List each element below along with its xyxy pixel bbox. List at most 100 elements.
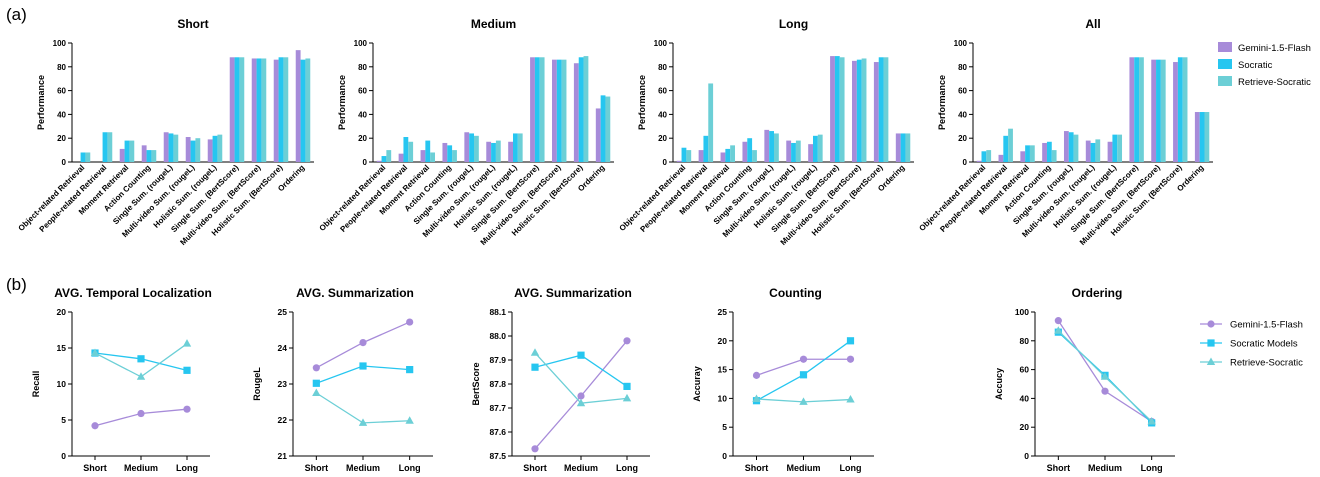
bar — [217, 134, 223, 162]
point-marker — [359, 339, 367, 347]
bar — [398, 153, 404, 162]
point-marker — [846, 395, 855, 403]
y-tick-label: 5 — [722, 422, 727, 432]
bar — [408, 141, 414, 162]
chart-title: Long — [779, 17, 808, 31]
legend-entry: Retrieve-Socratic — [1238, 77, 1311, 88]
point-marker — [405, 416, 414, 424]
bar — [386, 150, 392, 162]
bar — [573, 63, 579, 163]
bar — [491, 142, 496, 162]
x-tick-label: Short — [305, 463, 329, 473]
y-tick-label: 40 — [1020, 393, 1030, 403]
bar — [1156, 59, 1161, 162]
legend-entry: Gemini-1.5-Flash — [1230, 320, 1303, 331]
y-tick-label: 0 — [363, 158, 368, 167]
y-tick-label: 40 — [358, 110, 367, 119]
point-marker — [531, 445, 539, 453]
bar — [430, 152, 436, 162]
bar — [403, 137, 409, 162]
y-tick-label: 22 — [278, 415, 288, 425]
y-tick-label: 0 — [663, 158, 668, 167]
bar — [1025, 145, 1030, 162]
legend-swatch — [1218, 42, 1232, 52]
point-marker — [577, 351, 585, 359]
bar — [539, 57, 545, 162]
bar — [708, 83, 714, 162]
y-tick-label: 60 — [358, 87, 367, 96]
bar — [595, 108, 601, 162]
bar — [830, 56, 835, 163]
bar — [474, 135, 479, 162]
y-tick-label: 80 — [958, 63, 967, 72]
bar — [212, 135, 218, 162]
point-marker — [1207, 339, 1215, 347]
bar — [1173, 62, 1178, 162]
y-tick-label: 87.8 — [489, 379, 506, 389]
point-marker — [1207, 320, 1215, 328]
point-marker — [183, 405, 191, 413]
bar — [1117, 134, 1123, 162]
bar — [508, 141, 513, 162]
bar — [681, 147, 687, 162]
point-marker — [359, 362, 367, 370]
legend-entry: Socratic Models — [1230, 339, 1298, 350]
point-marker — [846, 337, 855, 345]
y-axis-label: Accucy — [994, 368, 1004, 400]
bar — [1020, 151, 1026, 162]
bar — [1046, 141, 1052, 162]
bar — [1051, 150, 1057, 162]
bar — [1199, 112, 1205, 162]
point-marker — [90, 348, 100, 357]
bar — [698, 150, 704, 162]
point-marker — [137, 355, 145, 363]
bar — [425, 140, 431, 162]
bar — [273, 59, 279, 162]
bar — [883, 57, 889, 162]
chart-title: Medium — [471, 17, 516, 31]
point-marker — [623, 337, 631, 345]
bar — [119, 148, 125, 162]
y-tick-label: 87.5 — [489, 451, 506, 461]
bar — [464, 132, 470, 162]
bar — [1151, 59, 1157, 162]
y-axis-label: Performance — [337, 75, 347, 130]
bar — [124, 140, 130, 162]
point-marker — [91, 422, 99, 430]
y-tick-label: 100 — [354, 39, 368, 48]
bar — [856, 59, 862, 162]
bar — [583, 56, 589, 163]
bar-chart-medium: MediumPerformance020406080100Object-rela… — [317, 17, 614, 247]
bar — [878, 57, 884, 162]
bar — [812, 135, 818, 162]
bar — [1139, 57, 1144, 162]
bar — [80, 152, 86, 162]
bar — [786, 140, 792, 162]
bar — [808, 144, 813, 162]
bar — [764, 129, 770, 162]
point-marker — [358, 418, 368, 426]
y-tick-label: 60 — [57, 87, 66, 96]
point-marker — [799, 371, 808, 379]
bar — [447, 145, 453, 162]
bar-chart-short: ShortPerformance020406080100Object-relat… — [17, 17, 314, 247]
bar — [486, 141, 492, 162]
bar — [85, 152, 91, 162]
y-tick-label: 80 — [358, 63, 367, 72]
bar — [251, 58, 257, 162]
point-marker — [182, 339, 192, 347]
bar — [495, 140, 501, 162]
bar — [795, 140, 801, 162]
y-tick-label: 15 — [57, 343, 67, 353]
x-tick-label: Long — [840, 463, 862, 473]
bar — [300, 59, 306, 162]
x-tick-label: Long — [176, 463, 198, 473]
bar — [1134, 57, 1140, 162]
bar — [1085, 140, 1091, 162]
line-chart-6: AVG. Summarization BertScore 87.5 87.6 87.7 8… — [471, 286, 650, 473]
y-tick-label: 21 — [278, 451, 288, 461]
chart-title: All — [1085, 17, 1100, 31]
point-marker — [183, 366, 191, 374]
bar — [512, 133, 518, 162]
y-tick-label: 20 — [718, 336, 728, 346]
